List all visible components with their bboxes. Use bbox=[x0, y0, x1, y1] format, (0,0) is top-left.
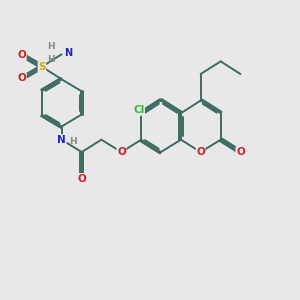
Text: O: O bbox=[17, 74, 26, 83]
Text: N: N bbox=[57, 135, 66, 145]
Text: H: H bbox=[69, 137, 77, 146]
Text: S: S bbox=[38, 62, 46, 72]
Text: H: H bbox=[47, 42, 54, 51]
Text: O: O bbox=[17, 50, 26, 60]
Text: Cl: Cl bbox=[133, 105, 144, 115]
Text: O: O bbox=[117, 147, 126, 157]
Text: O: O bbox=[236, 147, 245, 157]
Text: O: O bbox=[196, 147, 205, 157]
Text: H: H bbox=[47, 55, 54, 64]
Text: N: N bbox=[64, 48, 72, 58]
Text: O: O bbox=[77, 174, 86, 184]
